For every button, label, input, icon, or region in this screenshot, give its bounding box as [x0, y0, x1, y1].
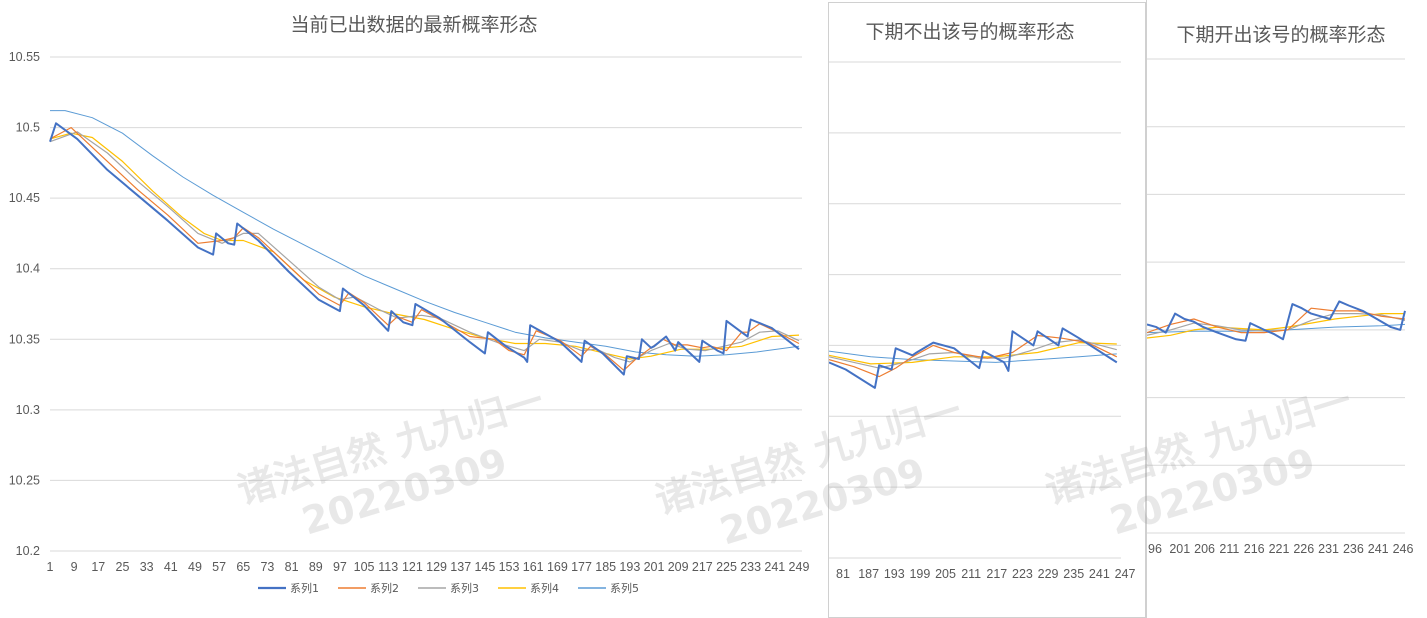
series-line-2 [829, 334, 1118, 378]
x-tick-label: 9 [71, 560, 78, 574]
x-tick-label: 177 [571, 560, 592, 574]
gridlines-no-draw [829, 61, 1121, 559]
series-line-5 [829, 350, 1117, 363]
x-tick-label: 217 [692, 560, 713, 574]
x-tick-label: 1 [47, 560, 54, 574]
x-tick-label: 137 [450, 560, 471, 574]
y-tick-label: 10.55 [9, 50, 40, 64]
x-tick-label: 89 [309, 560, 323, 574]
series-lines-draw [1147, 300, 1406, 342]
x-tick-label: 145 [474, 560, 495, 574]
y-tick-label: 10.25 [9, 473, 40, 487]
x-tick-label: 169 [547, 560, 568, 574]
series-lines-main [49, 110, 800, 376]
x-tick-label: 65 [236, 560, 250, 574]
chart-title-main: 当前已出数据的最新概率形态 [290, 14, 537, 36]
x-tick-label: 241 [764, 560, 785, 574]
y-tick-label: 10.35 [9, 332, 40, 346]
x-tick-label: 81 [285, 560, 299, 574]
x-tick-label: 57 [212, 560, 226, 574]
x-tick-label: 153 [499, 560, 520, 574]
chart-main-svg: 当前已出数据的最新概率形态 10.5510.510.4510.410.3510.… [9, 14, 810, 595]
y-tick-label: 10.3 [16, 403, 40, 417]
y-tick-label: 10.2 [16, 544, 40, 558]
legend: 系列1 系列2 系列3 系列4 系列5 [258, 581, 639, 595]
chart-title-draw: 下期开出该号的概率形态 [1176, 24, 1385, 46]
x-tick-label: 73 [260, 560, 274, 574]
chart-draw-svg: 下期开出该号的概率形态 96 201 206 211 216 221 226 231 236 24… [1147, 24, 1413, 556]
gridlines-main [50, 56, 802, 552]
y-tick-label: 10.4 [16, 262, 40, 276]
x-tick-label: 206 [1194, 542, 1215, 556]
x-tick-label: 236 [1343, 542, 1364, 556]
chart-panel-draw: 下期开出该号的概率形态 96 201 206 211 216 221 226 231 236 24… [1146, 0, 1427, 618]
y-tick-labels-main: 10.55 10.5 10.45 10.4 10.35 10.3 10.25 10.2 [9, 50, 40, 558]
x-tick-label: 217 [986, 567, 1007, 581]
x-tick-label: 193 [884, 567, 905, 581]
gridlines-draw [1147, 58, 1405, 534]
x-tick-label: 187 [858, 567, 879, 581]
chart-no-draw-svg: 下期不出该号的概率形态 81 187 193 199 205 211 217 223 229 23… [829, 21, 1135, 581]
x-tick-label: 185 [595, 560, 616, 574]
legend-item: 系列5 [610, 581, 639, 595]
series-line-1 [49, 122, 800, 376]
series-line-3 [1147, 313, 1406, 336]
x-tick-label: 193 [619, 560, 640, 574]
x-tick-label: 105 [354, 560, 375, 574]
x-tick-label: 241 [1368, 542, 1389, 556]
x-tick-label: 161 [523, 560, 544, 574]
x-tick-label: 121 [402, 560, 423, 574]
x-tick-label: 201 [644, 560, 665, 574]
x-tick-label: 113 [378, 560, 398, 574]
x-tick-label: 96 [1148, 542, 1162, 556]
x-tick-label: 199 [909, 567, 930, 581]
x-tick-label: 41 [164, 560, 178, 574]
x-tick-label: 209 [668, 560, 689, 574]
x-tick-label: 225 [716, 560, 737, 574]
legend-item: 系列1 [290, 581, 319, 595]
chart-panel-no-draw: 下期不出该号的概率形态 81 187 193 199 205 211 217 223 229 23… [828, 2, 1146, 618]
x-tick-label: 81 [836, 567, 850, 581]
series-line-3 [49, 131, 800, 363]
x-tick-label: 241 [1089, 567, 1110, 581]
x-tick-label: 246 [1393, 542, 1414, 556]
x-tick-labels-no-draw: 81 187 193 199 205 211 217 223 229 235 241 247 [836, 567, 1135, 581]
x-tick-label: 216 [1244, 542, 1265, 556]
y-tick-label: 10.45 [9, 191, 40, 205]
series-line-1 [829, 327, 1118, 389]
x-tick-label: 97 [333, 560, 347, 574]
x-tick-label: 221 [1269, 542, 1290, 556]
legend-item: 系列2 [370, 581, 399, 595]
series-line-4 [49, 132, 800, 360]
x-tick-label: 33 [140, 560, 154, 574]
x-tick-label: 223 [1012, 567, 1033, 581]
x-tick-label: 129 [426, 560, 447, 574]
x-tick-label: 201 [1169, 542, 1190, 556]
series-line-4 [1147, 313, 1405, 339]
x-tick-label: 235 [1063, 567, 1084, 581]
x-tick-labels-main: 1 9 17 25 33 41 49 57 65 73 81 89 97 105 113 121 129 137 1… [47, 560, 810, 574]
x-tick-labels-draw: 96 201 206 211 216 221 226 231 236 241 246 [1148, 542, 1413, 556]
chart-title-no-draw: 下期不出该号的概率形态 [865, 21, 1074, 43]
legend-item: 系列3 [450, 581, 479, 595]
x-tick-label: 226 [1293, 542, 1314, 556]
x-tick-label: 211 [961, 567, 981, 581]
legend-item: 系列4 [530, 581, 559, 595]
x-tick-label: 231 [1318, 542, 1339, 556]
series-line-1 [1147, 300, 1406, 342]
x-tick-label: 211 [1219, 542, 1239, 556]
x-tick-label: 49 [188, 560, 202, 574]
x-tick-label: 229 [1038, 567, 1059, 581]
series-line-2 [49, 126, 800, 371]
x-tick-label: 233 [740, 560, 761, 574]
x-tick-label: 17 [91, 560, 105, 574]
x-tick-label: 247 [1115, 567, 1136, 581]
series-lines-no-draw [829, 327, 1118, 389]
y-tick-label: 10.5 [16, 121, 40, 135]
x-tick-label: 249 [789, 560, 810, 574]
x-tick-label: 25 [116, 560, 130, 574]
x-tick-label: 205 [935, 567, 956, 581]
chart-panel-main: 当前已出数据的最新概率形态 10.55 10.5 10.45 10.4 10.35 10.… [8, 14, 810, 595]
